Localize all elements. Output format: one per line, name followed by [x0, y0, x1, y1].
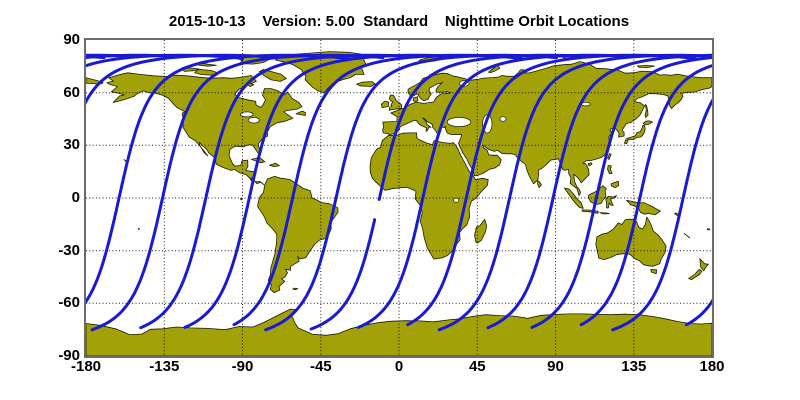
lake-aral-sea	[499, 116, 507, 122]
world-map-orbit-tracks	[86, 40, 712, 356]
land-lesser-sunda	[599, 212, 610, 215]
orbit-track	[579, 64, 712, 327]
land-luzon	[607, 165, 613, 174]
land-tasmania	[650, 269, 658, 275]
figure-title: 2015-10-13 Version: 5.00 Standard Nightt…	[168, 13, 630, 30]
land-tahiti	[137, 228, 140, 230]
land-mindanao	[610, 180, 619, 188]
land-victoria-island	[194, 68, 220, 76]
land-kyushu	[624, 139, 629, 145]
y-tick-label: 90	[63, 31, 80, 48]
orbit-track	[264, 53, 558, 332]
land-sumatra	[564, 187, 584, 209]
lake-lake-michigan-huron	[247, 117, 260, 124]
land-hainan	[587, 162, 593, 167]
orbit-track	[611, 98, 712, 332]
orbit-track	[86, 53, 280, 105]
orbit-track	[357, 53, 626, 329]
orbit-track	[486, 53, 712, 330]
orbit-track	[232, 53, 523, 327]
land-new-zealand-south	[688, 268, 703, 280]
land-falkland-islands	[292, 287, 299, 290]
land-hispaniola	[269, 162, 280, 167]
land-north-america	[106, 72, 303, 185]
x-tick-label: 180	[699, 358, 725, 375]
land-great-britain	[388, 94, 403, 111]
y-axis-tick-labels: 90 60 30 0 -30 -60 -90	[0, 31, 80, 364]
land-iceland	[356, 81, 376, 87]
land-madagascar	[474, 219, 487, 244]
orbit-track	[90, 53, 385, 332]
orbit-track	[309, 218, 377, 331]
orbit-track	[437, 53, 712, 332]
x-tick-label: 135	[621, 358, 647, 375]
land-new-zealand-north	[699, 258, 709, 272]
land-taiwan	[607, 153, 612, 160]
lake-black-sea	[446, 117, 472, 127]
land-hokkaido	[642, 120, 653, 125]
x-tick-label: -180	[70, 358, 102, 375]
orbit-track	[377, 53, 593, 201]
land-java	[581, 209, 599, 214]
x-tick-label: 0	[394, 358, 404, 375]
land-new-siberian-islands	[636, 65, 655, 68]
x-axis-tick-labels: -180 -135 -90 -45 0 45 90 135 180	[71, 358, 725, 378]
orbit-track	[530, 56, 712, 329]
x-tick-label: -45	[309, 358, 332, 375]
orbit-track	[684, 298, 712, 327]
land-new-guinea	[626, 199, 661, 216]
y-tick-label: -90	[58, 347, 80, 364]
orbit-track	[183, 53, 452, 329]
land-layer	[86, 51, 712, 356]
lake-lake-superior	[240, 111, 254, 118]
y-tick-label: 60	[63, 83, 80, 101]
x-tick-label: -135	[149, 358, 180, 375]
land-antarctica	[86, 308, 712, 356]
land-galapagos	[240, 198, 243, 201]
land-sulawesi	[605, 195, 617, 209]
y-tick-label: 30	[63, 136, 80, 154]
map-plot-frame	[84, 38, 714, 358]
land-south-america	[257, 176, 339, 293]
land-sri-lanka	[537, 180, 542, 188]
x-tick-label: -90	[231, 358, 254, 375]
orbit-track	[86, 53, 350, 305]
lakes-layer	[240, 80, 591, 203]
land-ireland	[381, 100, 390, 108]
y-tick-label: -60	[58, 294, 80, 312]
land-newfoundland	[295, 110, 306, 116]
orbit-track	[406, 53, 697, 327]
orbit-track-layer	[86, 53, 712, 332]
y-tick-label: -30	[58, 241, 80, 259]
y-tick-label: 0	[71, 189, 80, 206]
orbit-track	[139, 53, 419, 330]
land-new-caledonia	[683, 233, 691, 239]
lake-lake-victoria	[453, 197, 460, 203]
land-honshu	[626, 124, 646, 141]
land-sakhalin	[644, 104, 649, 118]
x-tick-label: 45	[468, 358, 486, 375]
land-fiji	[706, 228, 711, 231]
x-tick-label: 90	[547, 358, 564, 375]
